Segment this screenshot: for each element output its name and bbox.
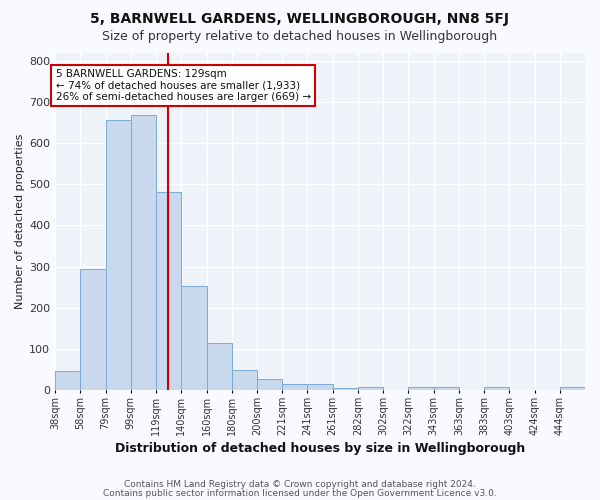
Bar xyxy=(257,379,282,390)
Text: 5, BARNWELL GARDENS, WELLINGBOROUGH, NN8 5FJ: 5, BARNWELL GARDENS, WELLINGBOROUGH, NN8… xyxy=(91,12,509,26)
Bar xyxy=(131,115,156,390)
Bar xyxy=(332,388,358,390)
Bar xyxy=(560,387,585,390)
Bar xyxy=(80,268,106,390)
Y-axis label: Number of detached properties: Number of detached properties xyxy=(15,134,25,309)
Text: 5 BARNWELL GARDENS: 129sqm
← 74% of detached houses are smaller (1,933)
26% of s: 5 BARNWELL GARDENS: 129sqm ← 74% of deta… xyxy=(56,69,311,102)
Bar xyxy=(434,387,459,390)
Bar xyxy=(232,370,257,390)
Text: Contains public sector information licensed under the Open Government Licence v3: Contains public sector information licen… xyxy=(103,489,497,498)
Bar xyxy=(106,120,131,390)
Bar xyxy=(181,286,206,390)
Bar xyxy=(206,343,232,390)
Bar xyxy=(282,384,307,390)
Bar xyxy=(409,387,434,390)
Text: Contains HM Land Registry data © Crown copyright and database right 2024.: Contains HM Land Registry data © Crown c… xyxy=(124,480,476,489)
Bar xyxy=(484,387,509,390)
Bar xyxy=(55,371,80,390)
Text: Size of property relative to detached houses in Wellingborough: Size of property relative to detached ho… xyxy=(103,30,497,43)
X-axis label: Distribution of detached houses by size in Wellingborough: Distribution of detached houses by size … xyxy=(115,442,525,455)
Bar xyxy=(307,384,332,390)
Bar xyxy=(358,387,383,390)
Bar xyxy=(156,192,181,390)
